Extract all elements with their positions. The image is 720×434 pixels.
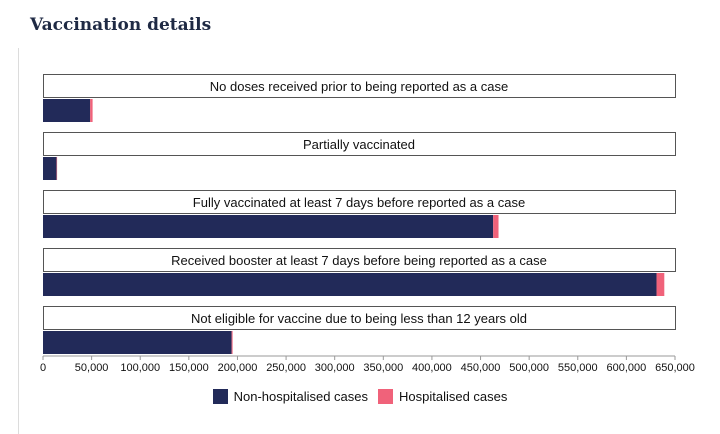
bar-non-hospitalised <box>43 331 232 354</box>
x-tick-label: 500,000 <box>509 362 549 374</box>
bar-hospitalised <box>493 215 499 238</box>
x-tick-label: 300,000 <box>315 362 355 374</box>
x-tick-label: 450,000 <box>461 362 501 374</box>
panel-header-box <box>43 306 676 330</box>
x-tick-label: 100,000 <box>120 362 160 374</box>
panel-label: No doses received prior to being reporte… <box>210 79 508 94</box>
x-tick-label: 0 <box>40 362 46 374</box>
x-tick-label: 150,000 <box>169 362 209 374</box>
legend-item-hospitalised[interactable]: Hospitalised cases <box>378 389 507 404</box>
bar-hospitalised <box>231 331 233 354</box>
bar-hospitalised <box>656 273 665 296</box>
bar-hospitalised <box>90 99 93 122</box>
x-tick-label: 200,000 <box>218 362 258 374</box>
x-tick-label: 50,000 <box>75 362 109 374</box>
left-divider <box>18 48 19 434</box>
x-tick-label: 650,000 <box>655 362 695 374</box>
panel-label: Fully vaccinated at least 7 days before … <box>193 195 525 210</box>
legend-swatch-hospitalised <box>378 389 393 404</box>
panel-label: Received booster at least 7 days before … <box>171 253 547 268</box>
x-tick-label: 350,000 <box>363 362 403 374</box>
panel-label: Not eligible for vaccine due to being le… <box>191 311 527 326</box>
bar-non-hospitalised <box>43 99 91 122</box>
panel-label: Partially vaccinated <box>303 137 415 152</box>
chart-legend: Non-hospitalised cases Hospitalised case… <box>0 389 720 404</box>
x-tick-label: 250,000 <box>266 362 306 374</box>
panel-header-box <box>43 248 676 272</box>
panel-header-box <box>43 74 676 98</box>
legend-swatch-non-hospitalised <box>212 389 228 404</box>
panel-header-box <box>43 132 676 156</box>
bar-non-hospitalised <box>43 157 57 180</box>
legend-label-non-hospitalised: Non-hospitalised cases <box>233 389 368 404</box>
x-tick-label: 600,000 <box>607 362 647 374</box>
legend-label-hospitalised: Hospitalised cases <box>399 389 508 404</box>
x-tick-label: 400,000 <box>412 362 452 374</box>
x-tick-label: 550,000 <box>558 362 598 374</box>
bar-non-hospitalised <box>43 273 657 296</box>
vaccination-chart: No doses received prior to being reporte… <box>40 74 695 374</box>
panel-header-box <box>43 190 676 214</box>
bar-non-hospitalised <box>43 215 494 238</box>
section-heading: Vaccination details <box>30 15 212 35</box>
legend-item-non-hospitalised[interactable]: Non-hospitalised cases <box>212 389 368 404</box>
